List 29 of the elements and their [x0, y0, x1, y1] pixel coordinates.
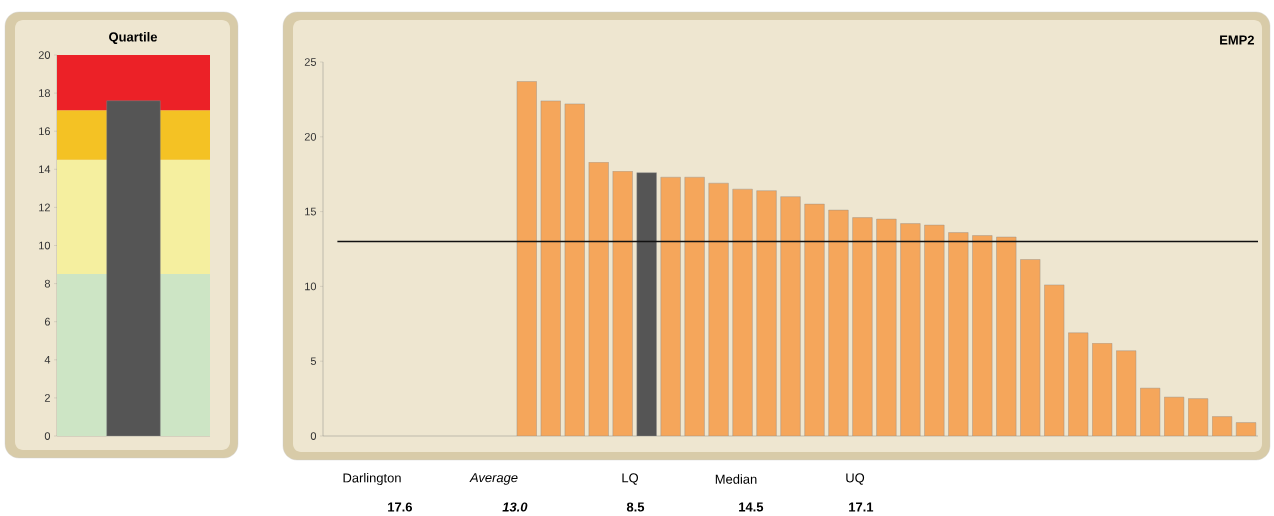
text: 17.6: [388, 502, 413, 512]
y-tick-label: 4: [44, 356, 51, 364]
y-tick-label: 20: [304, 132, 317, 141]
text: UQ: [846, 473, 865, 485]
text: Average: [469, 473, 518, 485]
y-tick-label: 10: [39, 241, 51, 250]
text: Darlington: [343, 472, 401, 486]
y-tick-label: 0: [310, 432, 317, 440]
text: 13.0: [502, 502, 528, 512]
y-tick-label: 5: [310, 357, 317, 366]
text: 8.5: [626, 502, 645, 512]
y-tick-label: 8: [44, 279, 50, 288]
y-tick-label: 20: [38, 51, 51, 59]
y-tick-label: 25: [304, 58, 317, 66]
text: 14.5: [739, 502, 764, 512]
y-tick-label: 12: [39, 203, 50, 212]
y-tick-label: 14: [39, 165, 51, 174]
y-tick-label: 15: [305, 207, 317, 216]
y-tick-label: 18: [39, 89, 50, 97]
text: 17.1: [849, 502, 874, 512]
chart-title: EMP2: [1220, 35, 1254, 45]
y-tick-label: 6: [44, 317, 50, 326]
text: Median: [715, 474, 757, 484]
y-tick-label: 10: [305, 282, 317, 291]
text: LQ: [622, 473, 639, 485]
y-tick-label: 2: [44, 394, 50, 402]
y-tick-label: 16: [39, 127, 50, 136]
chart-title: Quartile: [109, 32, 158, 44]
y-tick-label: 0: [44, 432, 51, 440]
